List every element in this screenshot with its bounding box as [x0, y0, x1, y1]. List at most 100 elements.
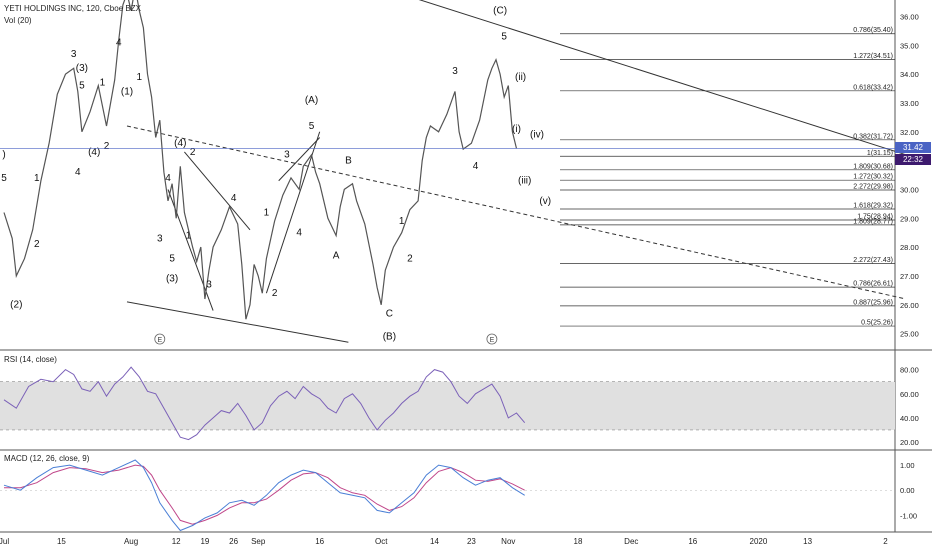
wave-label: (3) — [76, 63, 88, 74]
wave-label: 2 — [272, 288, 278, 299]
fib-level-label: 1.809(30.68) — [853, 163, 893, 170]
rsi-series-line — [3, 366, 526, 441]
wave-label: (i) — [512, 124, 521, 135]
wave-label: 1 — [186, 230, 192, 241]
wave-label: 4 — [296, 228, 302, 239]
wave-label: (4) — [88, 147, 100, 158]
wave-label: 5 — [501, 31, 507, 42]
fib-level-label: 1.618(29.32) — [853, 203, 893, 210]
wave-label: (iii) — [518, 176, 531, 187]
time-tick-label: 2 — [883, 537, 888, 546]
fib-level-label: 0.618(33.42) — [853, 84, 893, 91]
time-tick-label: Sep — [251, 537, 266, 546]
trend-line — [418, 0, 907, 156]
wave-label: 1 — [100, 78, 106, 89]
wave-label: 3 — [71, 49, 77, 60]
trend-line — [184, 151, 251, 231]
time-tick-label: 14 — [430, 537, 439, 546]
time-tick-label: 23 — [467, 537, 476, 546]
wave-label: 5 — [309, 121, 315, 132]
rsi-label: RSI (14, close) — [4, 355, 57, 364]
time-tick-label: Aug — [124, 537, 138, 546]
trend-line — [265, 131, 321, 294]
price-tick-label: 26.00 — [900, 301, 919, 310]
wave-label: (A) — [305, 95, 318, 106]
wave-label: (iv) — [530, 130, 544, 141]
price-tick-label: 29.00 — [900, 214, 919, 223]
wave-label: (B) — [383, 331, 396, 342]
wave-label: A — [333, 251, 340, 262]
fib-level-label: 2.272(29.98) — [853, 183, 893, 190]
time-tick-label: 16 — [688, 537, 697, 546]
time-tick-label: Oct — [375, 537, 388, 546]
rsi-tick-label: 80.00 — [900, 366, 919, 375]
trend-line — [126, 125, 907, 300]
time-tick-label: 18 — [574, 537, 583, 546]
macd-tick-label: 0.00 — [900, 486, 915, 495]
time-tick-label: 2020 — [750, 537, 768, 546]
price-tick-label: 27.00 — [900, 272, 919, 281]
wave-label: 4 — [116, 37, 122, 48]
price-tick-label: 32.00 — [900, 128, 919, 137]
rsi-band — [0, 381, 895, 430]
wave-label: (1) — [121, 86, 133, 97]
wave-label: 1 — [137, 72, 143, 83]
wave-label: 3 — [206, 279, 212, 290]
fib-level-label: 0.382(31.72) — [853, 133, 893, 140]
macd-series-line — [3, 459, 525, 532]
fib-level-label: 1(31.15) — [867, 150, 893, 157]
time-tick-label: 13 — [803, 537, 812, 546]
time-tick-label: 26 — [229, 537, 238, 546]
wave-label: 4 — [165, 173, 171, 184]
last-price-tag: 31.42 — [895, 142, 931, 154]
time-tick-label: Jul — [0, 537, 9, 546]
wave-label: (v) — [539, 196, 551, 207]
wave-label: 4 — [473, 161, 479, 172]
wave-label: 4 — [75, 167, 81, 178]
wave-label: ) — [2, 150, 5, 161]
price-tick-label: 25.00 — [900, 330, 919, 339]
price-tick-label: 33.00 — [900, 99, 919, 108]
trend-line — [126, 301, 349, 343]
time-tick-label: 16 — [315, 537, 324, 546]
price-tick-label: 34.00 — [900, 70, 919, 79]
wave-label: 1 — [34, 173, 40, 184]
price-tick-label: 36.00 — [900, 12, 919, 21]
volume-label: Vol (20) — [4, 16, 32, 25]
wave-label: 2 — [190, 147, 196, 158]
wave-label: (ii) — [515, 72, 526, 83]
fib-level-label: 0.786(26.61) — [853, 281, 893, 288]
rsi-tick-label: 60.00 — [900, 390, 919, 399]
wave-label: (4) — [174, 138, 186, 149]
price-series-line — [3, 0, 518, 320]
macd-label: MACD (12, 26, close, 9) — [4, 454, 90, 463]
wave-label: 5 — [79, 81, 85, 92]
fib-level-label: 1.272(34.51) — [853, 53, 893, 60]
wave-label: C — [386, 308, 393, 319]
wave-label: 3 — [452, 66, 458, 77]
price-tick-label: 28.00 — [900, 243, 919, 252]
price-tick-label: 35.00 — [900, 41, 919, 50]
wave-label: 5 — [1, 173, 7, 184]
wave-label: 5 — [169, 254, 175, 265]
wave-label: 2 — [104, 141, 110, 152]
macd-signal-line — [4, 464, 525, 525]
wave-label: 1 — [399, 216, 405, 227]
wave-label: 1 — [264, 207, 270, 218]
fib-level-label: 0.887(25.96) — [853, 299, 893, 306]
wave-label: (3) — [166, 274, 178, 285]
price-tick-label: 30.00 — [900, 185, 919, 194]
wave-label: (2) — [10, 300, 22, 311]
chart-title: YETI HOLDINGS INC, 120, Cboe BZX — [4, 4, 141, 13]
earnings-marker — [486, 333, 498, 345]
time-tick-label: Dec — [624, 537, 638, 546]
wave-label: 3 — [284, 150, 290, 161]
wave-label: 4 — [231, 193, 237, 204]
fib-level-label: 2.272(27.43) — [853, 257, 893, 264]
fib-level-label: 0.5(25.26) — [861, 320, 893, 327]
time-tick-label: 19 — [200, 537, 209, 546]
time-tick-label: 12 — [172, 537, 181, 546]
time-tick-label: Nov — [501, 537, 515, 546]
countdown-tag: 22:32 — [895, 154, 931, 166]
